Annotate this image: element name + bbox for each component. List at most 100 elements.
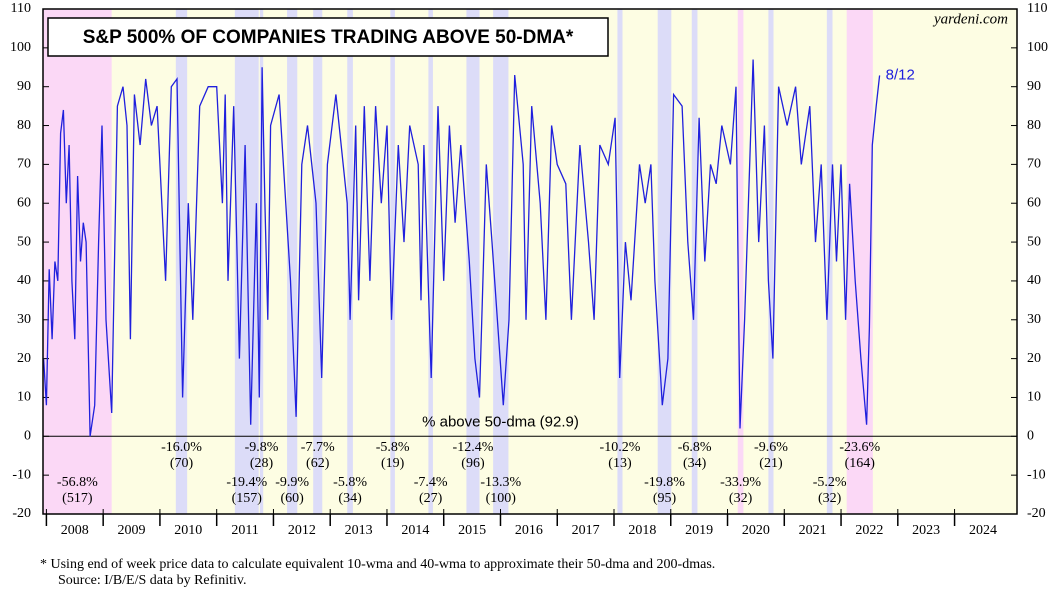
- band-days: (34): [338, 491, 362, 506]
- band-days: (60): [281, 491, 305, 506]
- x-tick-label: 2011: [231, 523, 258, 538]
- x-tick-label: 2013: [345, 523, 373, 538]
- y2-tick-label: 30: [1027, 312, 1041, 327]
- y-tick-label: 60: [17, 195, 31, 210]
- y2-tick-label: -10: [1027, 467, 1046, 482]
- correction-band: [428, 9, 433, 514]
- source-mark: yardeni.com: [932, 11, 1008, 27]
- band-days: (70): [170, 456, 194, 471]
- correction-band: [347, 9, 353, 514]
- correction-band: [287, 9, 298, 514]
- band-days: (34): [683, 456, 707, 471]
- band-decline: -56.8%: [57, 475, 98, 490]
- band-decline: -5.8%: [333, 475, 367, 490]
- correction-band: [737, 9, 744, 514]
- band-decline: -13.3%: [480, 475, 521, 490]
- band-decline: -7.4%: [414, 475, 448, 490]
- y-tick-label: 10: [17, 390, 31, 405]
- y2-tick-label: 40: [1027, 273, 1041, 288]
- y2-tick-label: 20: [1027, 351, 1041, 366]
- band-days: (164): [845, 456, 876, 471]
- y-tick-label: 80: [17, 118, 31, 133]
- data-line: [42, 59, 881, 437]
- y-tick-label: 20: [17, 351, 31, 366]
- y-tick-label: 90: [17, 79, 31, 94]
- line-label: % above 50-dma (92.9): [422, 414, 579, 431]
- x-tick-label: 2014: [401, 523, 429, 538]
- y-tick-label: 50: [17, 234, 31, 249]
- band-days: (19): [381, 456, 405, 471]
- x-tick-label: 2015: [458, 523, 486, 538]
- band-decline: -10.2%: [600, 440, 641, 455]
- band-days: (100): [486, 491, 517, 506]
- x-tick-label: 2018: [628, 523, 656, 538]
- y2-tick-label: -20: [1027, 506, 1046, 521]
- title-box: [47, 17, 609, 57]
- y2-tick-label: 80: [1027, 118, 1041, 133]
- band-days: (21): [759, 456, 783, 471]
- y2-tick-label: 110: [1027, 1, 1047, 16]
- chart-title: S&P 500% OF COMPANIES TRADING ABOVE 50-D…: [83, 27, 574, 48]
- y-tick-label: 40: [17, 273, 31, 288]
- band-days: (62): [306, 456, 330, 471]
- x-tick-label: 2024: [969, 523, 997, 538]
- x-tick-label: 2017: [572, 523, 600, 538]
- band-days: (517): [62, 491, 93, 506]
- y2-tick-label: 50: [1027, 234, 1041, 249]
- source: Source: I/B/E/S data by Refinitiv.: [58, 573, 246, 588]
- correction-band: [43, 9, 112, 514]
- band-decline: -5.8%: [376, 440, 410, 455]
- x-tick-label: 2021: [799, 523, 827, 538]
- correction-band: [617, 9, 623, 514]
- band-decline: -23.6%: [839, 440, 880, 455]
- band-days: (157): [232, 491, 263, 506]
- band-decline: -6.8%: [678, 440, 712, 455]
- y2-tick-label: 90: [1027, 79, 1041, 94]
- band-decline: -7.7%: [301, 440, 335, 455]
- y-tick-label: 100: [10, 40, 31, 55]
- band-days: (32): [818, 491, 842, 506]
- correction-band: [390, 9, 395, 514]
- x-tick-label: 2010: [174, 523, 202, 538]
- band-days: (32): [729, 491, 753, 506]
- y2-tick-label: 70: [1027, 157, 1041, 172]
- y2-tick-label: 10: [1027, 390, 1041, 405]
- band-decline: -9.6%: [754, 440, 788, 455]
- plot-frame: [42, 8, 1018, 515]
- footnote: * Using end of week price data to calcul…: [40, 557, 715, 572]
- band-days: (28): [250, 456, 274, 471]
- band-decline: -19.8%: [644, 475, 685, 490]
- correction-band: [493, 9, 509, 514]
- y2-tick-label: 60: [1027, 195, 1041, 210]
- y2-tick-label: 0: [1027, 429, 1034, 444]
- y-tick-label: -20: [12, 506, 31, 521]
- band-days: (95): [653, 491, 677, 506]
- correction-band: [466, 9, 480, 514]
- band-decline: -9.9%: [275, 475, 309, 490]
- y-tick-label: -10: [12, 467, 31, 482]
- y2-tick-label: 100: [1027, 40, 1048, 55]
- x-tick-label: 2019: [685, 523, 713, 538]
- band-decline: -19.4%: [226, 475, 267, 490]
- band-days: (96): [461, 456, 485, 471]
- x-tick-label: 2009: [118, 523, 146, 538]
- y-tick-label: 110: [11, 1, 31, 16]
- band-decline: -5.2%: [813, 475, 847, 490]
- band-days: (27): [419, 491, 443, 506]
- band-decline: -16.0%: [161, 440, 202, 455]
- end-label: 8/12: [886, 66, 915, 83]
- x-tick-label: 2016: [515, 523, 543, 538]
- correction-band: [175, 9, 188, 514]
- band-decline: -9.8%: [245, 440, 279, 455]
- y-tick-label: 70: [17, 157, 31, 172]
- correction-band: [846, 9, 873, 514]
- y-tick-label: 0: [24, 429, 31, 444]
- band-days: (13): [608, 456, 632, 471]
- band-decline: -33.9%: [720, 475, 761, 490]
- correction-band: [826, 9, 833, 514]
- x-tick-label: 2023: [912, 523, 940, 538]
- x-tick-label: 2008: [61, 523, 89, 538]
- correction-band: [768, 9, 774, 514]
- x-tick-label: 2012: [288, 523, 316, 538]
